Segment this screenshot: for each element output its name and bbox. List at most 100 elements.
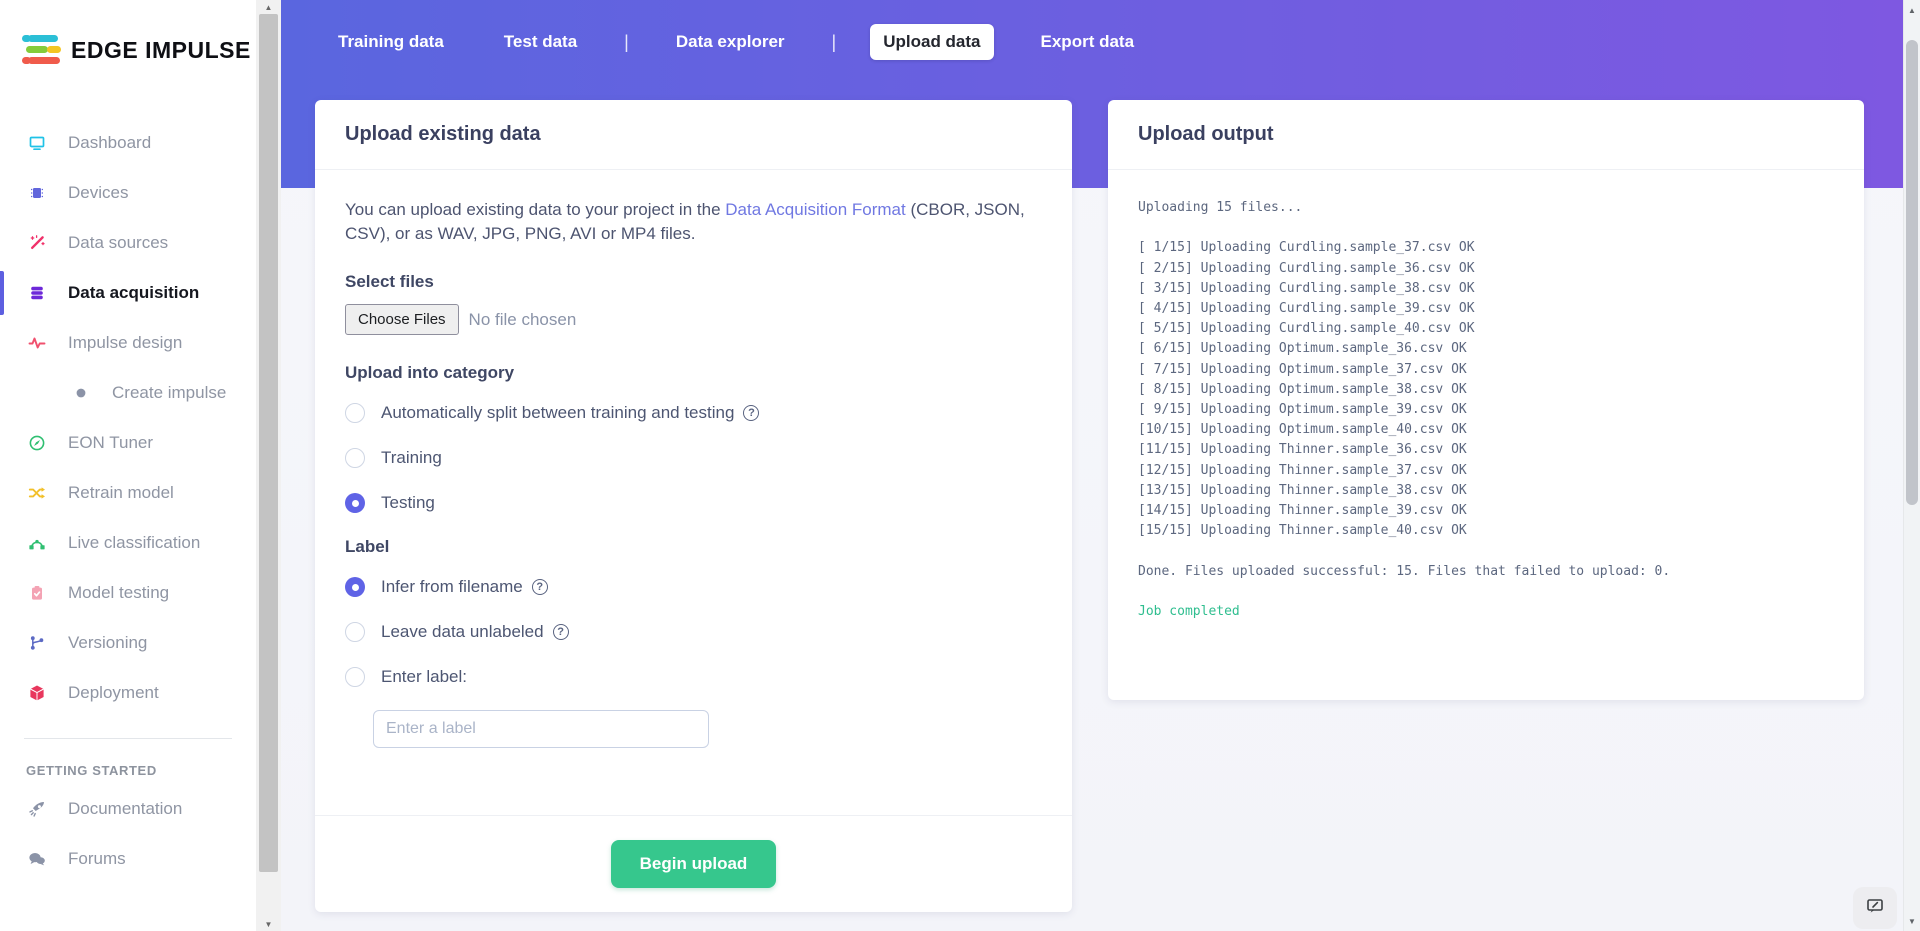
page-scrollbar-thumb[interactable] [1906,40,1918,505]
box-icon [26,683,48,703]
radio-circle[interactable] [345,493,365,513]
category-option-testing[interactable]: Testing [345,491,1042,515]
tab-test-data[interactable]: Test data [503,32,578,51]
radio-option-label: Enter label: [381,667,467,686]
sidebar-item-label: Dashboard [68,133,152,152]
category-radio-group: Automatically split between training and… [345,401,1042,515]
radio-option-label: Automatically split between training and… [381,403,735,422]
waveform-icon [26,333,48,353]
chip-icon [26,183,48,203]
console-line: [10/15] Uploading Optimum.sample_40.csv … [1138,422,1467,438]
sidebar-scrollbar-thumb[interactable] [259,14,278,872]
label-option-infer-from-filename[interactable]: Infer from filename ? [345,575,1042,599]
label-radio-group: Infer from filename ? Leave data unlabel… [345,575,1042,689]
sidebar-item-dashboard[interactable]: Dashboard [0,118,256,168]
tab-training-data[interactable]: Training data [338,32,444,51]
radio-circle[interactable] [345,448,365,468]
console-line: Done. Files uploaded successful: 15. Fil… [1138,563,1671,579]
begin-upload-button[interactable]: Begin upload [610,840,777,888]
sidebar-item-eon-tuner[interactable]: EON Tuner [0,418,256,468]
sidebar-item-forums[interactable]: Forums [0,834,256,884]
sidebar-item-data-acquisition[interactable]: Data acquisition [0,268,256,318]
sidebar-item-create-impulse[interactable]: Create impulse [0,368,256,418]
file-input-row: Choose Files No file chosen [345,304,1042,335]
help-icon[interactable]: ? [552,624,569,640]
category-option-automatically-split-between-training-and-testing[interactable]: Automatically split between training and… [345,401,1042,425]
sidebar-item-deployment[interactable]: Deployment [0,668,256,718]
upload-card-footer: Begin upload [315,815,1072,912]
sidebar-item-model-testing[interactable]: Model testing [0,568,256,618]
sidebar-divider [24,738,232,739]
sidebar-item-label: Devices [68,183,129,202]
console-line: [ 9/15] Uploading Optimum.sample_39.csv … [1138,402,1467,418]
clipboard-icon [26,583,48,603]
console-line: [ 5/15] Uploading Curdling.sample_40.csv… [1138,321,1475,337]
scroll-down-icon[interactable]: ▼ [264,919,273,929]
radio-option-label: Testing [381,493,435,512]
feedback-button[interactable] [1853,887,1897,929]
sidebar-item-devices[interactable]: Devices [0,168,256,218]
sidebar-item-retrain-model[interactable]: Retrain model [0,468,256,518]
page-scrollbar[interactable]: ▲ ▼ [1903,0,1920,931]
sidebar-item-data-sources[interactable]: Data sources [0,218,256,268]
page-scroll-down-icon[interactable]: ▼ [1908,916,1916,926]
console-line: [ 4/15] Uploading Curdling.sample_39.csv… [1138,301,1475,317]
data-acquisition-format-link[interactable]: Data Acquisition Format [725,200,906,219]
console-line [1138,541,1834,561]
output-card-title: Upload output [1138,123,1274,145]
console-line [1138,582,1834,602]
sidebar-scrollbar[interactable]: ▲ ▼ [256,0,281,931]
label-option-enter-label[interactable]: Enter label: [345,665,1042,689]
console-line: [ 6/15] Uploading Optimum.sample_36.csv … [1138,341,1467,357]
tab-export-data[interactable]: Export data [1040,32,1135,51]
help-icon[interactable]: ? [531,579,548,595]
sidebar-footer-nav: Documentation Forums [0,784,256,884]
console-line [1138,218,1834,238]
console-line: [13/15] Uploading Thinner.sample_38.csv … [1138,482,1467,498]
choose-files-button[interactable]: Choose Files [345,304,459,335]
console-line: [ 8/15] Uploading Optimum.sample_38.csv … [1138,381,1467,397]
console-line: [14/15] Uploading Thinner.sample_39.csv … [1138,503,1467,519]
shuffle-icon [26,483,48,503]
sidebar-item-label: Documentation [68,799,183,818]
tab-upload-data[interactable]: Upload data [870,24,994,60]
upload-existing-data-card: Upload existing data You can upload exis… [315,100,1072,912]
tab-data-explorer[interactable]: Data explorer [675,32,785,51]
radio-circle[interactable] [345,667,365,687]
upload-card-body: You can upload existing data to your pro… [315,170,1072,815]
job-status-text: Job completed [1138,604,1240,620]
feedback-icon [1864,895,1886,922]
radio-circle[interactable] [345,577,365,597]
radio-circle[interactable] [345,622,365,642]
upload-card-header: Upload existing data [315,100,1072,170]
brand-logo[interactable]: EDGE IMPULSE [0,0,256,70]
sidebar-item-label: Model testing [68,583,170,602]
monitor-icon [26,133,48,153]
scroll-up-icon[interactable]: ▲ [264,2,273,12]
category-option-training[interactable]: Training [345,446,1042,470]
sidebar-item-impulse-design[interactable]: Impulse design [0,318,256,368]
page-scroll-up-icon[interactable]: ▲ [1908,5,1916,15]
file-chosen-status: No file chosen [468,309,577,329]
console-line: [ 3/15] Uploading Curdling.sample_38.csv… [1138,280,1475,296]
dot-icon [70,383,92,403]
compass-icon [26,433,48,453]
nodes-icon [26,533,48,553]
intro-before: You can upload existing data to your pro… [345,200,726,219]
sidebar-item-versioning[interactable]: Versioning [0,618,256,668]
label-section-label: Label [345,537,390,556]
radio-circle[interactable] [345,403,365,423]
sidebar-section-header: GETTING STARTED [26,763,157,778]
console-line: [12/15] Uploading Thinner.sample_37.csv … [1138,462,1467,478]
tab-separator: | [831,31,837,52]
radio-option-label: Leave data unlabeled [381,622,544,641]
database-icon [26,283,48,303]
radio-option-label: Infer from filename [381,577,523,596]
label-option-leave-data-unlabeled[interactable]: Leave data unlabeled ? [345,620,1042,644]
enter-label-input[interactable] [373,710,709,748]
help-icon[interactable]: ? [743,405,760,421]
console-line: [ 1/15] Uploading Curdling.sample_37.csv… [1138,240,1475,256]
sidebar-item-documentation[interactable]: Documentation [0,784,256,834]
brand-name: EDGE IMPULSE [71,36,251,63]
sidebar-item-live-classification[interactable]: Live classification [0,518,256,568]
